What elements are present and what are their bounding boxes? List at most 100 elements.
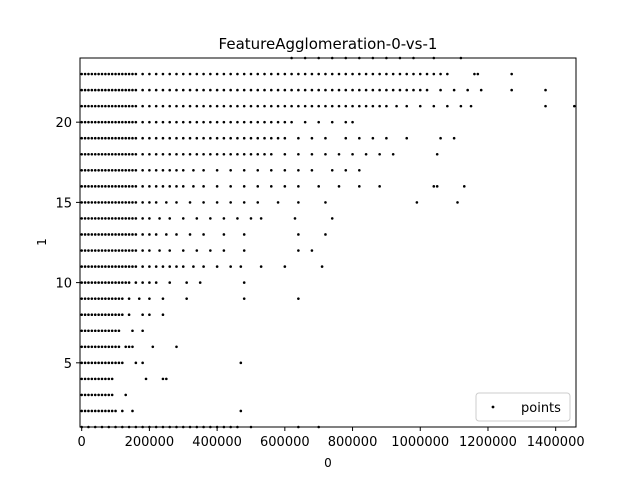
data-point bbox=[320, 265, 324, 268]
data-point bbox=[107, 377, 111, 381]
data-point bbox=[93, 217, 97, 220]
data-point bbox=[90, 185, 94, 188]
data-point bbox=[215, 72, 219, 76]
data-point bbox=[127, 297, 131, 300]
data-point bbox=[283, 72, 287, 76]
data-point bbox=[297, 104, 300, 108]
data-point bbox=[107, 104, 111, 108]
data-point bbox=[121, 120, 124, 124]
data-point bbox=[90, 88, 94, 92]
data-point bbox=[110, 72, 114, 76]
data-point bbox=[134, 217, 138, 220]
data-point bbox=[330, 217, 334, 220]
x-tick-label: 800000 bbox=[328, 435, 378, 450]
data-point bbox=[93, 233, 97, 236]
data-point bbox=[127, 136, 131, 140]
data-point bbox=[473, 72, 476, 76]
data-point bbox=[100, 249, 104, 252]
data-point bbox=[317, 104, 320, 108]
data-point bbox=[110, 88, 114, 92]
data-point bbox=[283, 104, 287, 108]
data-point bbox=[121, 136, 124, 140]
data-point bbox=[364, 104, 368, 108]
data-point bbox=[283, 185, 287, 188]
data-point bbox=[117, 265, 121, 268]
data-point bbox=[303, 88, 307, 92]
data-point bbox=[439, 72, 442, 76]
data-point bbox=[141, 152, 144, 156]
data-point bbox=[110, 345, 114, 349]
data-point bbox=[141, 104, 144, 108]
data-point bbox=[249, 104, 253, 108]
data-point bbox=[168, 281, 172, 284]
data-point bbox=[87, 393, 90, 397]
data-point bbox=[161, 88, 165, 92]
data-point bbox=[131, 217, 134, 220]
data-point bbox=[242, 169, 246, 172]
data-point bbox=[391, 72, 395, 76]
data-point bbox=[236, 72, 239, 76]
data-point bbox=[425, 72, 429, 76]
data-point bbox=[110, 201, 114, 204]
data-point bbox=[93, 281, 97, 284]
data-point bbox=[202, 152, 205, 156]
data-point bbox=[405, 88, 409, 92]
data-point bbox=[83, 377, 87, 381]
data-point bbox=[134, 152, 138, 156]
data-point bbox=[175, 120, 178, 124]
data-point bbox=[148, 297, 151, 300]
data-point bbox=[100, 104, 104, 108]
data-point bbox=[398, 72, 402, 76]
data-point bbox=[215, 201, 219, 204]
data-point bbox=[124, 265, 128, 268]
data-point bbox=[364, 152, 368, 156]
data-point bbox=[134, 281, 138, 284]
data-point bbox=[97, 249, 100, 252]
data-point bbox=[127, 152, 131, 156]
data-point bbox=[276, 136, 280, 140]
data-point bbox=[90, 217, 94, 220]
data-point bbox=[195, 217, 199, 220]
data-point bbox=[134, 265, 138, 268]
data-point bbox=[378, 104, 381, 108]
data-point bbox=[242, 88, 246, 92]
data-point bbox=[175, 104, 178, 108]
data-point bbox=[358, 169, 361, 172]
data-point bbox=[121, 72, 124, 76]
data-point bbox=[134, 120, 138, 124]
data-point bbox=[236, 88, 239, 92]
data-point bbox=[405, 72, 409, 76]
data-point bbox=[134, 249, 138, 252]
data-point bbox=[110, 217, 114, 220]
data-point bbox=[90, 361, 94, 365]
data-point bbox=[110, 104, 114, 108]
data-point bbox=[80, 136, 83, 140]
data-point bbox=[168, 120, 172, 124]
data-point bbox=[117, 297, 121, 300]
data-point bbox=[297, 249, 300, 252]
data-point bbox=[80, 249, 83, 252]
data-point bbox=[107, 265, 111, 268]
data-point bbox=[337, 152, 341, 156]
data-point bbox=[256, 72, 260, 76]
data-point bbox=[297, 72, 300, 76]
data-point bbox=[344, 169, 348, 172]
data-point bbox=[141, 120, 144, 124]
data-point bbox=[93, 313, 97, 317]
data-point bbox=[97, 88, 100, 92]
data-point bbox=[114, 88, 117, 92]
data-point bbox=[229, 136, 232, 140]
data-point bbox=[121, 185, 124, 188]
data-point bbox=[351, 104, 354, 108]
data-point bbox=[121, 217, 124, 220]
data-point bbox=[117, 136, 121, 140]
data-point bbox=[236, 217, 239, 220]
data-point bbox=[242, 120, 246, 124]
data-point bbox=[209, 249, 212, 252]
data-point bbox=[87, 361, 90, 365]
data-point bbox=[131, 72, 134, 76]
data-point bbox=[202, 72, 205, 76]
data-point bbox=[175, 152, 178, 156]
data-point bbox=[97, 265, 100, 268]
data-point bbox=[317, 120, 320, 124]
